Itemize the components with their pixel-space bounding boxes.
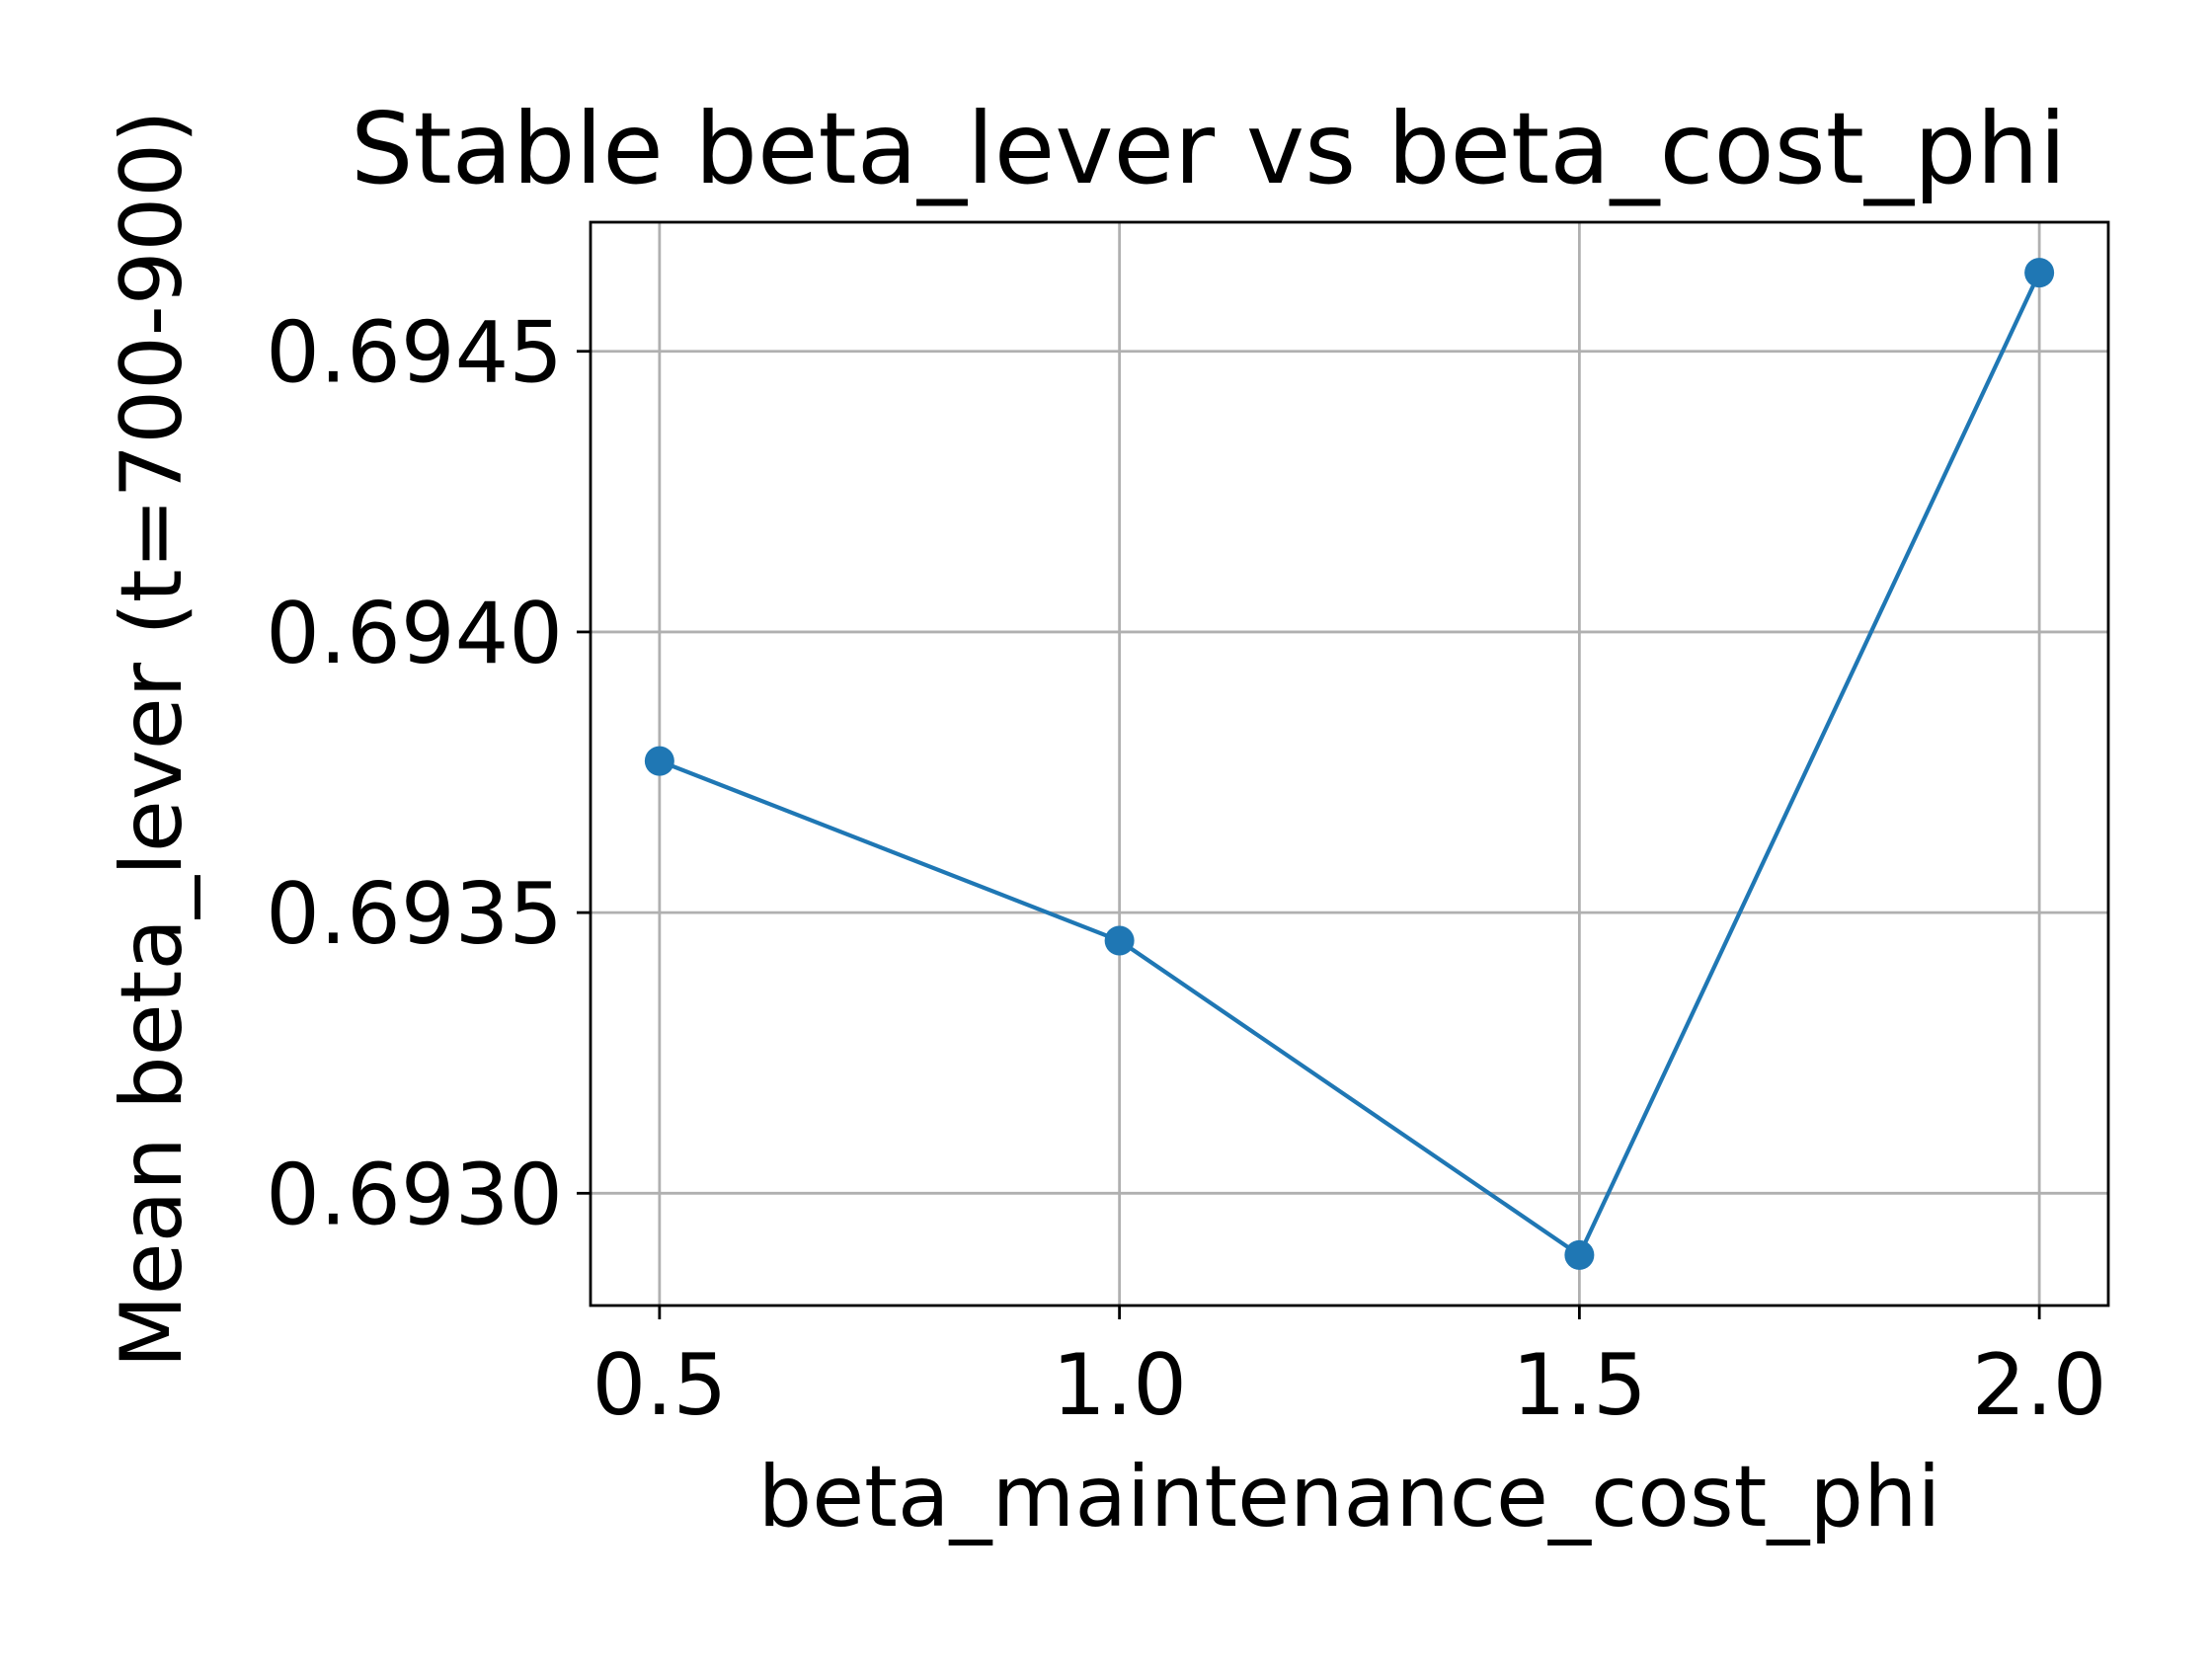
y-tick-label: 0.6945 bbox=[266, 304, 563, 403]
x-tick-label: 2.0 bbox=[1972, 1336, 2107, 1435]
series-line bbox=[659, 272, 2042, 1257]
x-tick-label: 1.5 bbox=[1512, 1336, 1647, 1435]
x-axis-label: beta_maintenance_cost_phi bbox=[758, 1448, 1941, 1546]
grid bbox=[591, 222, 2108, 1306]
y-tick-label: 0.6940 bbox=[266, 585, 563, 683]
y-tick-label: 0.6930 bbox=[266, 1146, 563, 1244]
series-layer bbox=[644, 258, 2055, 1270]
x-tick-label: 1.0 bbox=[1052, 1336, 1187, 1435]
chart-title: Stable beta_lever vs beta_cost_phi bbox=[351, 91, 2067, 206]
x-tick-label: 0.5 bbox=[592, 1336, 727, 1435]
axis-ticks: 0.5 1.0 1.5 2.0 0.6930 0.6935 0.6940 0.6945 bbox=[266, 304, 2106, 1435]
data-point bbox=[2024, 258, 2055, 288]
y-axis-label: Mean beta_lever (t=700-900) bbox=[103, 110, 201, 1368]
y-tick-label: 0.6935 bbox=[266, 865, 563, 964]
plot-frame bbox=[589, 220, 2110, 1307]
data-point bbox=[1104, 925, 1135, 956]
data-point bbox=[1564, 1239, 1595, 1270]
data-point bbox=[644, 746, 674, 776]
